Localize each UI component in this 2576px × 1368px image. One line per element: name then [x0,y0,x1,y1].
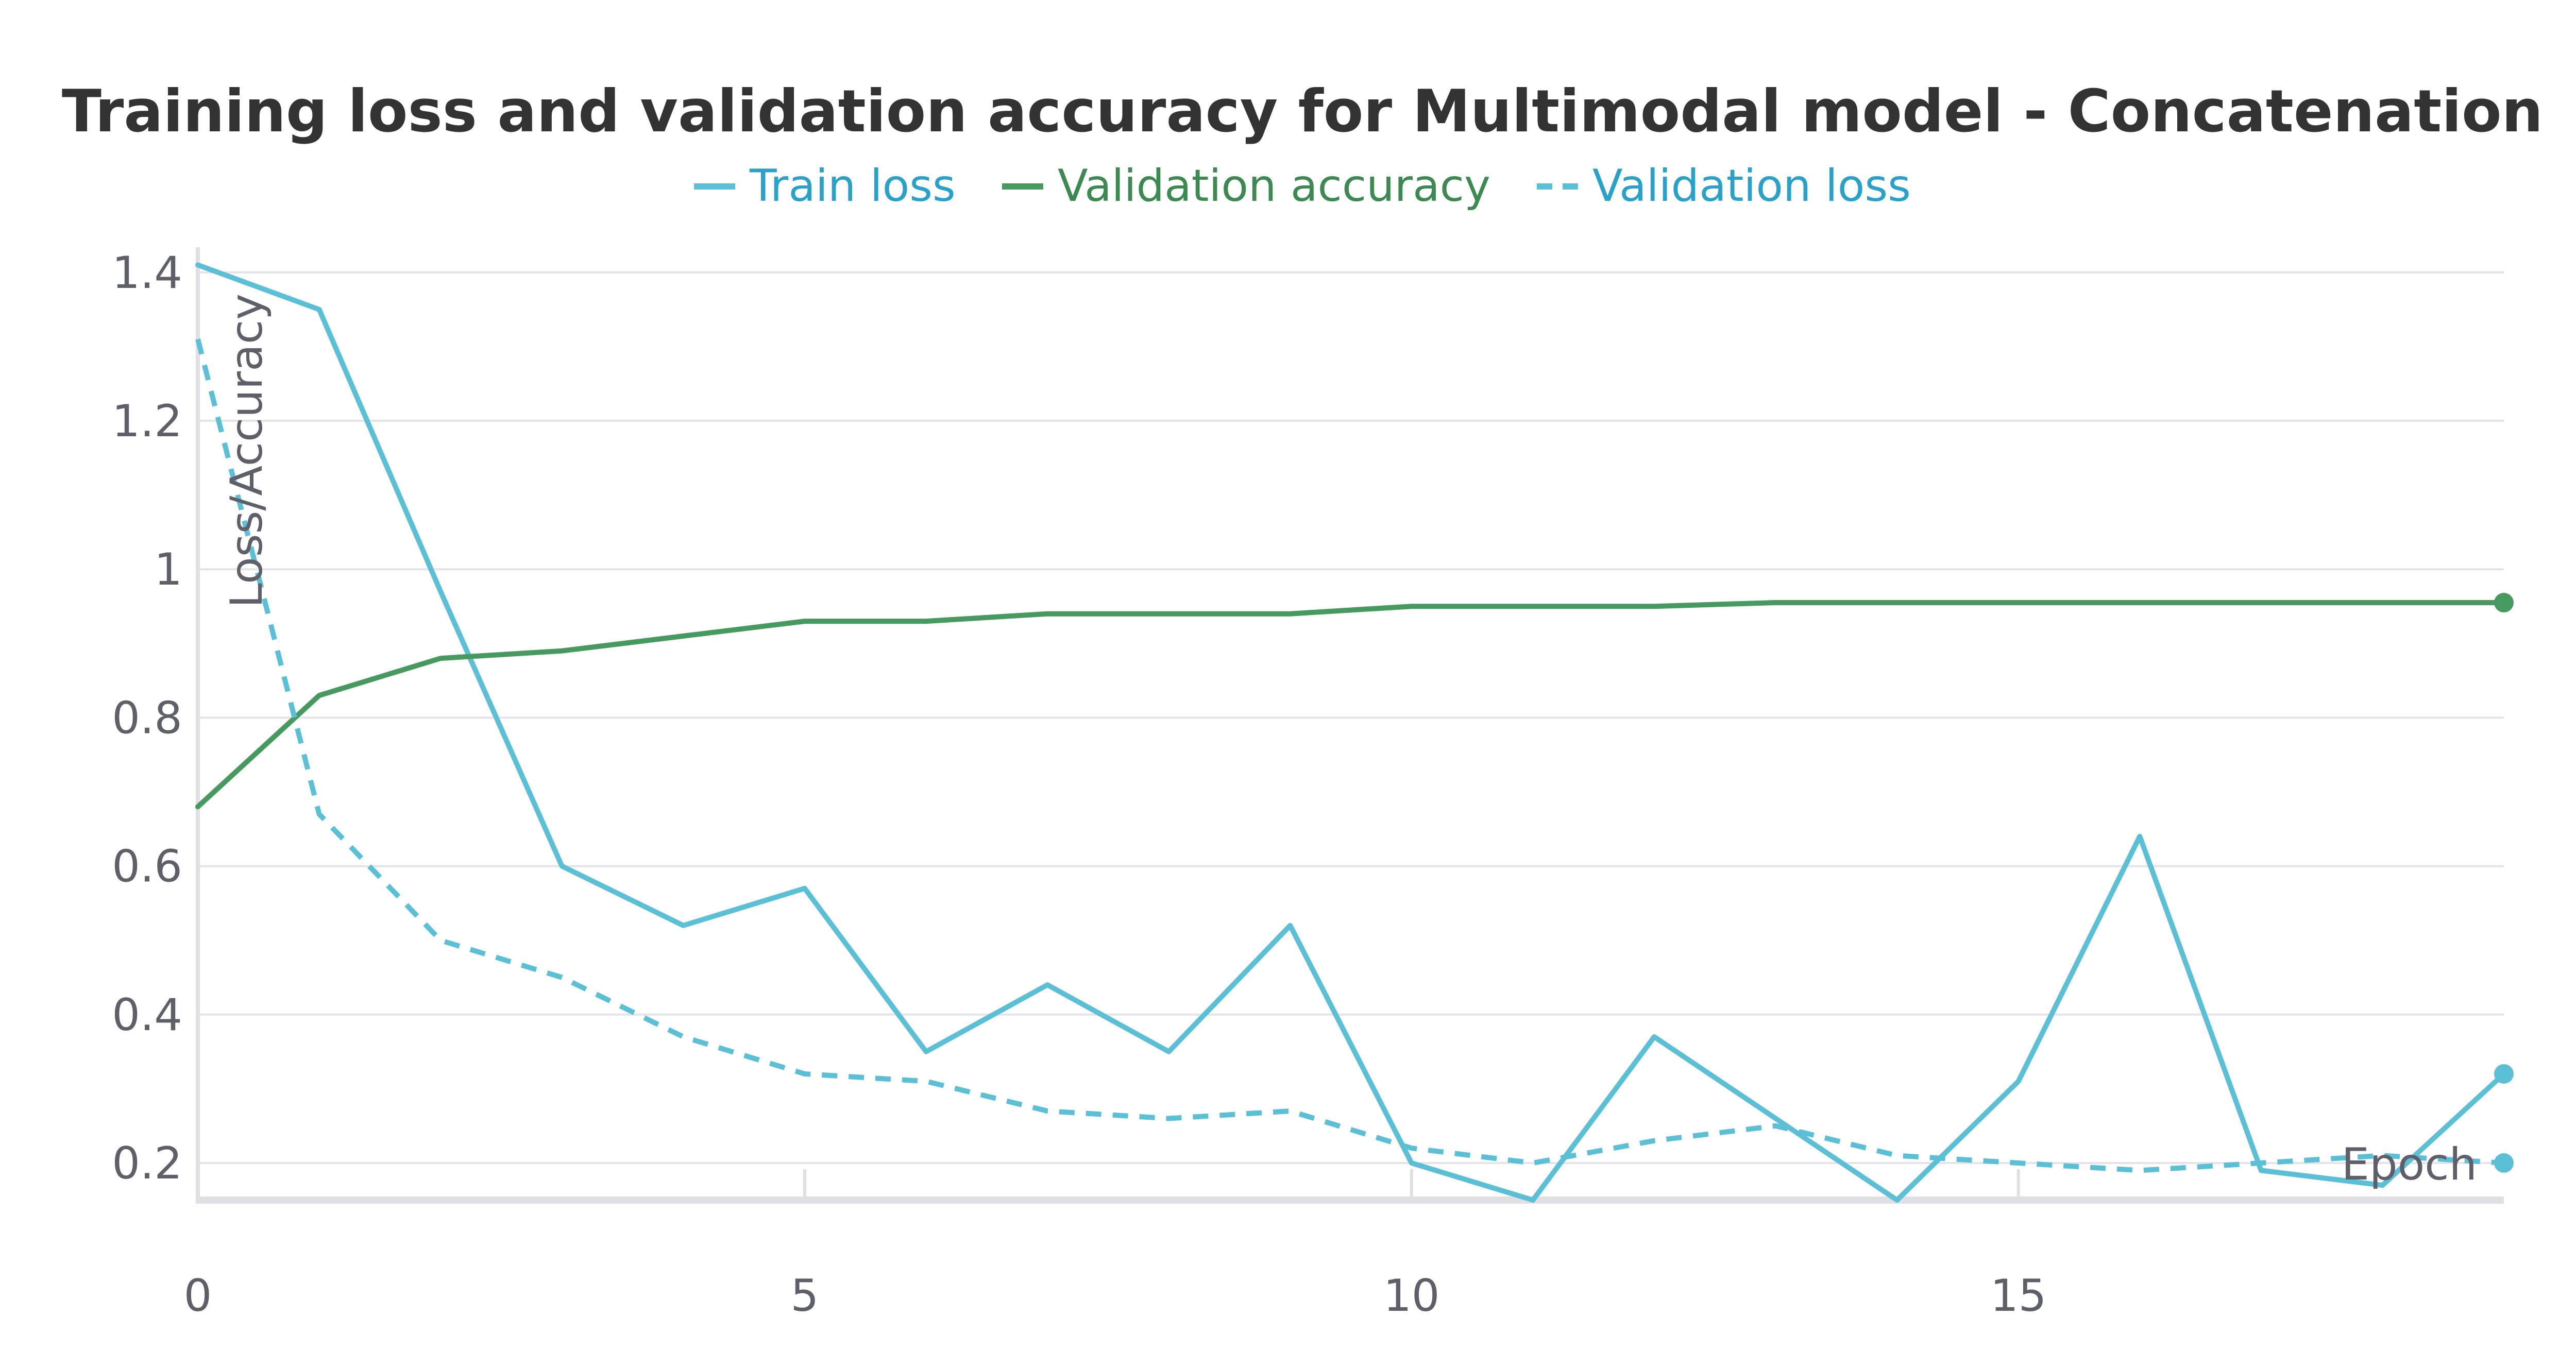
chart-legend: Train loss Validation accuracy Validation … [694,160,1911,212]
series-end-points [2494,593,2514,1173]
x-tick-label: 15 [1990,1270,2046,1322]
series-end-point-validation-loss [2494,1153,2514,1173]
grid-lines [198,271,2504,1164]
series-lines [195,262,2506,1203]
legend-item-validation-accuracy: Validation accuracy [1002,160,1490,212]
legend-item-validation-loss: Validation loss [1536,160,1911,212]
y-axis-ticks: 0.2 0.4 0.6 0.8 1 1.2 1.4 [112,247,182,1189]
x-tick-label: 5 [791,1270,819,1322]
series-line-validation-loss [195,338,2504,1173]
axes [196,247,2504,1204]
y-axis-label: Loss/Accuracy [221,294,273,608]
legend-label: Validation accuracy [1058,160,1490,212]
series-line-validation-accuracy [195,600,2506,810]
y-tick-label: 0.2 [112,1138,182,1189]
legend-label: Train loss [749,160,956,212]
legend-label: Validation loss [1592,160,1911,212]
y-tick-label: 0.6 [112,841,182,893]
y-tick-label: 1.4 [112,247,182,299]
series-end-point-validation-accuracy [2494,593,2514,613]
series-line-train-loss [195,262,2506,1203]
x-tick-label: 0 [184,1270,212,1322]
y-tick-label: 1.2 [112,396,182,447]
y-tick-label: 0.8 [112,692,182,744]
chart-title: Training loss and validation accuracy fo… [62,77,2543,145]
x-tick-label: 10 [1383,1270,1439,1322]
x-axis-ticks: 0 5 10 15 [184,1169,2046,1322]
y-tick-label: 0.4 [112,989,182,1041]
x-axis-label: Epoch [2342,1139,2477,1190]
y-tick-label: 1 [154,544,182,595]
series-end-point-train-loss [2494,1064,2514,1084]
legend-item-train-loss: Train loss [694,160,956,212]
